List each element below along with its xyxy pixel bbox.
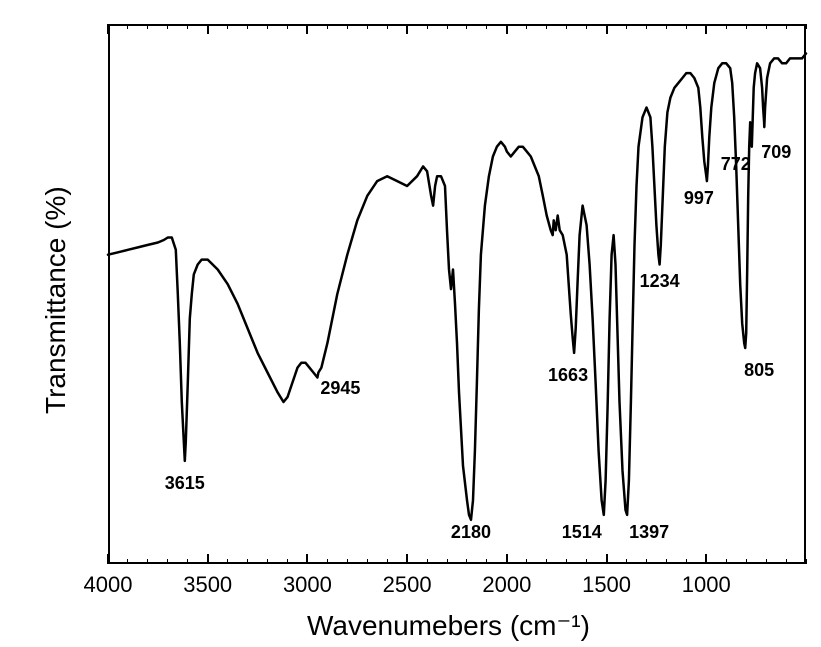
x-tick-minor-top <box>227 24 228 29</box>
x-tick-minor <box>187 559 188 564</box>
x-tick-major <box>606 554 608 564</box>
x-tick-minor <box>287 559 288 564</box>
x-tick-minor <box>367 559 368 564</box>
x-tick-minor-top <box>387 24 388 29</box>
peak-label: 2180 <box>451 522 491 543</box>
x-tick-major <box>506 554 508 564</box>
x-tick-minor-top <box>806 24 807 29</box>
x-tick-minor <box>666 559 667 564</box>
peak-label: 2945 <box>320 378 360 399</box>
x-tick-minor-top <box>486 24 487 29</box>
x-tick-minor <box>227 559 228 564</box>
x-tick-major-top <box>606 24 608 34</box>
x-tick-minor <box>267 559 268 564</box>
x-tick-major-top <box>406 24 408 34</box>
peak-label: 709 <box>761 142 791 163</box>
x-tick-minor-top <box>267 24 268 29</box>
x-tick-minor-top <box>347 24 348 29</box>
x-tick-minor-top <box>526 24 527 29</box>
x-tick-minor-top <box>546 24 547 29</box>
peak-label: 772 <box>721 154 751 175</box>
x-tick-minor-top <box>427 24 428 29</box>
x-tick-minor-top <box>686 24 687 29</box>
x-tick-minor-top <box>566 24 567 29</box>
x-tick-minor-top <box>726 24 727 29</box>
x-tick-minor <box>526 559 527 564</box>
x-tick-label: 1000 <box>682 572 731 598</box>
peak-label: 1234 <box>640 271 680 292</box>
x-tick-minor <box>746 559 747 564</box>
x-tick-major-top <box>306 24 308 34</box>
x-tick-minor-top <box>167 24 168 29</box>
x-tick-minor-top <box>147 24 148 29</box>
x-tick-major <box>705 554 707 564</box>
x-tick-minor-top <box>447 24 448 29</box>
x-tick-minor <box>566 559 567 564</box>
x-tick-minor <box>327 559 328 564</box>
x-tick-minor <box>347 559 348 564</box>
x-tick-minor <box>786 559 787 564</box>
x-tick-major <box>306 554 308 564</box>
x-tick-major-top <box>107 24 109 34</box>
x-tick-minor-top <box>187 24 188 29</box>
x-tick-major <box>406 554 408 564</box>
ir-spectrum-chart: Transmittance (%) Wavenumebers (cm⁻¹) 40… <box>0 0 821 647</box>
peak-label: 1397 <box>629 522 669 543</box>
x-tick-label: 3000 <box>283 572 332 598</box>
x-tick-minor-top <box>666 24 667 29</box>
x-tick-minor <box>466 559 467 564</box>
spectrum-line <box>0 0 821 647</box>
x-tick-minor-top <box>127 24 128 29</box>
x-tick-minor <box>546 559 547 564</box>
x-tick-minor <box>486 559 487 564</box>
x-tick-minor <box>387 559 388 564</box>
x-tick-minor <box>806 559 807 564</box>
x-tick-major-top <box>705 24 707 34</box>
x-tick-minor-top <box>646 24 647 29</box>
x-tick-label: 2000 <box>482 572 531 598</box>
x-tick-major-top <box>207 24 209 34</box>
x-tick-minor-top <box>327 24 328 29</box>
x-tick-minor <box>447 559 448 564</box>
x-tick-minor <box>646 559 647 564</box>
x-tick-major <box>107 554 109 564</box>
x-tick-label: 1500 <box>582 572 631 598</box>
x-tick-minor-top <box>586 24 587 29</box>
x-tick-minor <box>586 559 587 564</box>
peak-label: 1663 <box>548 365 588 386</box>
peak-label: 3615 <box>165 473 205 494</box>
x-tick-minor-top <box>746 24 747 29</box>
x-tick-label: 3500 <box>183 572 232 598</box>
x-tick-minor <box>127 559 128 564</box>
x-tick-minor <box>167 559 168 564</box>
peak-label: 1514 <box>562 522 602 543</box>
x-tick-minor <box>147 559 148 564</box>
x-tick-label: 4000 <box>84 572 133 598</box>
x-tick-minor-top <box>626 24 627 29</box>
peak-label: 805 <box>744 360 774 381</box>
x-tick-major <box>207 554 209 564</box>
x-tick-major-top <box>506 24 508 34</box>
peak-label: 997 <box>684 188 714 209</box>
x-tick-minor <box>686 559 687 564</box>
x-tick-minor-top <box>287 24 288 29</box>
x-tick-minor-top <box>247 24 248 29</box>
x-tick-minor <box>427 559 428 564</box>
x-tick-minor <box>766 559 767 564</box>
x-tick-label: 2500 <box>383 572 432 598</box>
x-tick-minor <box>626 559 627 564</box>
x-tick-minor-top <box>466 24 467 29</box>
x-tick-minor-top <box>367 24 368 29</box>
x-tick-minor <box>247 559 248 564</box>
x-tick-minor-top <box>766 24 767 29</box>
x-tick-minor <box>726 559 727 564</box>
x-tick-minor-top <box>786 24 787 29</box>
